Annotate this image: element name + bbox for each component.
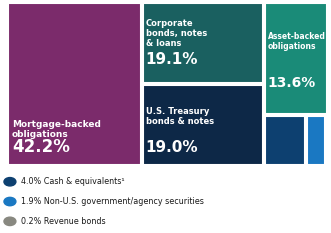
Text: U.S. Treasury
bonds & notes: U.S. Treasury bonds & notes bbox=[146, 107, 214, 126]
Text: Corporate
bonds, notes
& loans: Corporate bonds, notes & loans bbox=[146, 18, 207, 48]
Text: 19.1%: 19.1% bbox=[146, 52, 198, 67]
Text: 13.6%: 13.6% bbox=[268, 76, 316, 90]
Text: 0.2% Revenue bonds: 0.2% Revenue bonds bbox=[21, 217, 106, 226]
Text: Asset-backed
obligations: Asset-backed obligations bbox=[268, 32, 326, 51]
Bar bbox=[265, 3, 327, 114]
Bar bbox=[307, 116, 325, 165]
Text: 42.2%: 42.2% bbox=[12, 138, 70, 157]
Circle shape bbox=[4, 217, 16, 226]
Text: 4.0% Cash & equivalents¹: 4.0% Cash & equivalents¹ bbox=[21, 177, 124, 186]
Bar bbox=[8, 3, 141, 165]
Circle shape bbox=[4, 178, 16, 186]
Bar bbox=[265, 116, 305, 165]
Text: 1.9% Non-U.S. government/agency securities: 1.9% Non-U.S. government/agency securiti… bbox=[21, 197, 204, 206]
Circle shape bbox=[4, 197, 16, 206]
Bar bbox=[143, 85, 263, 165]
Text: Mortgage-backed
obligations: Mortgage-backed obligations bbox=[12, 120, 101, 139]
Text: 19.0%: 19.0% bbox=[146, 140, 198, 155]
Bar bbox=[143, 3, 263, 83]
